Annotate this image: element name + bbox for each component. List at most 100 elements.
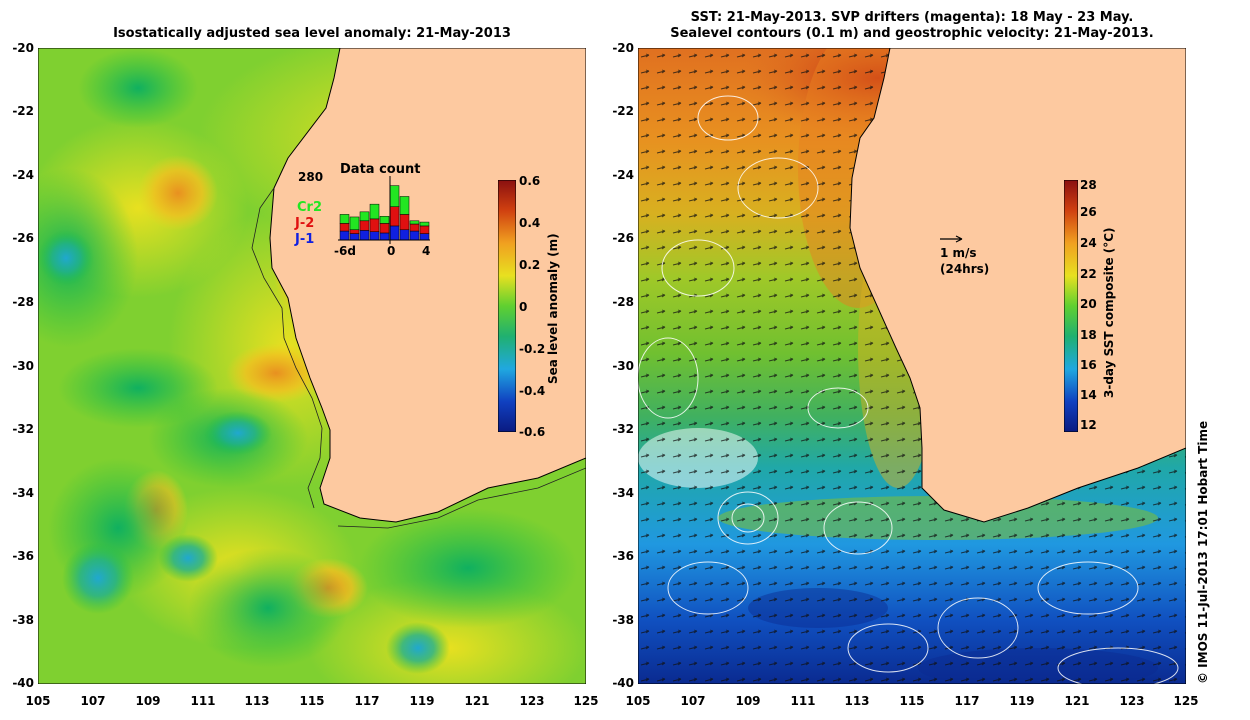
right-x-tick: 111 [790,694,816,708]
left-x-tick: 119 [409,694,435,708]
sst-cb-tick: 12 [1080,418,1097,432]
data-count-bar-j1 [349,233,360,241]
left-y-tick: -40 [12,676,34,690]
data-count-bar-j2 [419,225,430,234]
left-y-tick: -38 [12,613,34,627]
data-count-bar-cr2 [389,185,400,207]
imos-credit: © IMOS 11-Jul-2013 17:01 Hobart Time [1196,420,1210,684]
legend-cr2: Cr2 [297,200,322,215]
right-map-title-line2: Sealevel contours (0.1 m) and geostrophi… [670,26,1154,41]
data-count-bar-j2 [359,220,370,231]
data-count-x-label: -6d [334,244,356,258]
data-count-bar-j1 [339,230,350,241]
sst-cb-label: 3-day SST composite (°C) [1102,227,1116,398]
data-count-bar-cr2 [339,214,350,224]
data-count-bar-j2 [389,206,400,227]
data-count-max: 280 [298,170,324,184]
data-count-bar-cr2 [359,211,370,222]
sst-cb-tick: 24 [1080,236,1097,250]
data-count-bar-j2 [379,223,390,234]
left-x-tick: 117 [354,694,380,708]
data-count-x-label: 0 [387,244,396,258]
legend-j1: J-1 [295,232,315,247]
left-y-tick: -36 [12,549,34,563]
data-count-bar-j2 [339,223,350,232]
right-y-tick: -20 [612,41,634,55]
right-x-tick: 119 [1009,694,1035,708]
right-x-tick: 105 [625,694,651,708]
sst-cb-tick: 22 [1080,267,1097,281]
right-x-tick: 117 [954,694,980,708]
legend-j2: J-2 [295,216,315,231]
left-x-tick: 105 [25,694,51,708]
data-count-bar-j1 [409,230,420,241]
data-count-bar-cr2 [349,216,360,231]
data-count-bar-j2 [409,223,420,232]
right-y-tick: -40 [612,676,634,690]
sla-cb-tick: -0.2 [519,342,546,356]
left-y-tick: -34 [12,486,34,500]
data-count-bar-j1 [379,232,390,241]
right-y-tick: -30 [612,359,634,373]
sla-cb-tick: 0.4 [519,216,541,230]
right-y-tick: -32 [612,422,634,436]
data-count-bar-cr2 [379,216,390,224]
sst-cb-tick: 18 [1080,328,1097,342]
left-y-tick: -32 [12,422,34,436]
left-x-tick: 109 [135,694,161,708]
sla-cb-tick: 0.2 [519,258,541,272]
left-y-tick: -26 [12,231,34,245]
data-count-bar-cr2 [399,196,410,215]
data-count-chart [338,176,430,244]
right-x-tick: 115 [899,694,925,708]
right-y-tick: -26 [612,231,634,245]
data-count-bar-j1 [369,231,380,241]
data-count-bar-j2 [399,214,410,231]
left-x-tick: 125 [573,694,599,708]
sla-cb-tick: 0 [519,300,528,314]
data-count-bar-j1 [389,225,400,241]
right-x-tick: 107 [680,694,706,708]
left-x-tick: 113 [244,694,270,708]
right-x-tick: 123 [1119,694,1145,708]
left-y-tick: -20 [12,41,34,55]
velocity-scale-sublabel: (24hrs) [940,262,990,276]
sst-cb-tick: 26 [1080,205,1097,219]
sst-map [638,48,1186,684]
left-x-tick: 121 [464,694,490,708]
sla-cb-tick: -0.4 [519,384,546,398]
left-y-tick: -28 [12,295,34,309]
right-x-tick: 125 [1173,694,1199,708]
right-y-tick: -36 [612,549,634,563]
australia-landmass-right [849,48,1186,523]
right-x-tick: 121 [1064,694,1090,708]
data-count-bar-j1 [359,230,370,241]
data-count-bar-j1 [419,233,430,241]
right-x-tick: 113 [844,694,870,708]
sst-cb-tick: 14 [1080,388,1097,402]
data-count-bar-cr2 [369,203,380,220]
left-x-tick: 123 [519,694,545,708]
right-y-tick: -24 [612,168,634,182]
right-x-tick: 109 [735,694,761,708]
left-x-tick: 111 [190,694,216,708]
left-y-tick: -22 [12,104,34,118]
right-y-tick: -28 [612,295,634,309]
velocity-scale-label: 1 m/s [940,246,977,260]
data-count-x-label: 4 [422,244,431,258]
data-count-title: Data count [340,162,421,177]
left-map-title: Isostatically adjusted sea level anomaly… [113,26,511,41]
right-y-tick: -38 [612,613,634,627]
data-count-bar-cr2 [419,221,430,227]
data-count-bar-j2 [349,229,360,234]
left-x-tick: 107 [80,694,106,708]
sla-cb-tick: 0.6 [519,174,541,188]
sst-cb-tick: 28 [1080,178,1097,192]
left-x-tick: 115 [299,694,325,708]
sst-cb-tick: 16 [1080,358,1097,372]
sla-cb-label: Sea level anomaly (m) [546,233,560,384]
right-y-tick: -22 [612,104,634,118]
left-y-tick: -24 [12,168,34,182]
right-map-title-line1: SST: 21-May-2013. SVP drifters (magenta)… [690,10,1134,25]
sla-cb-tick: -0.6 [519,425,546,439]
